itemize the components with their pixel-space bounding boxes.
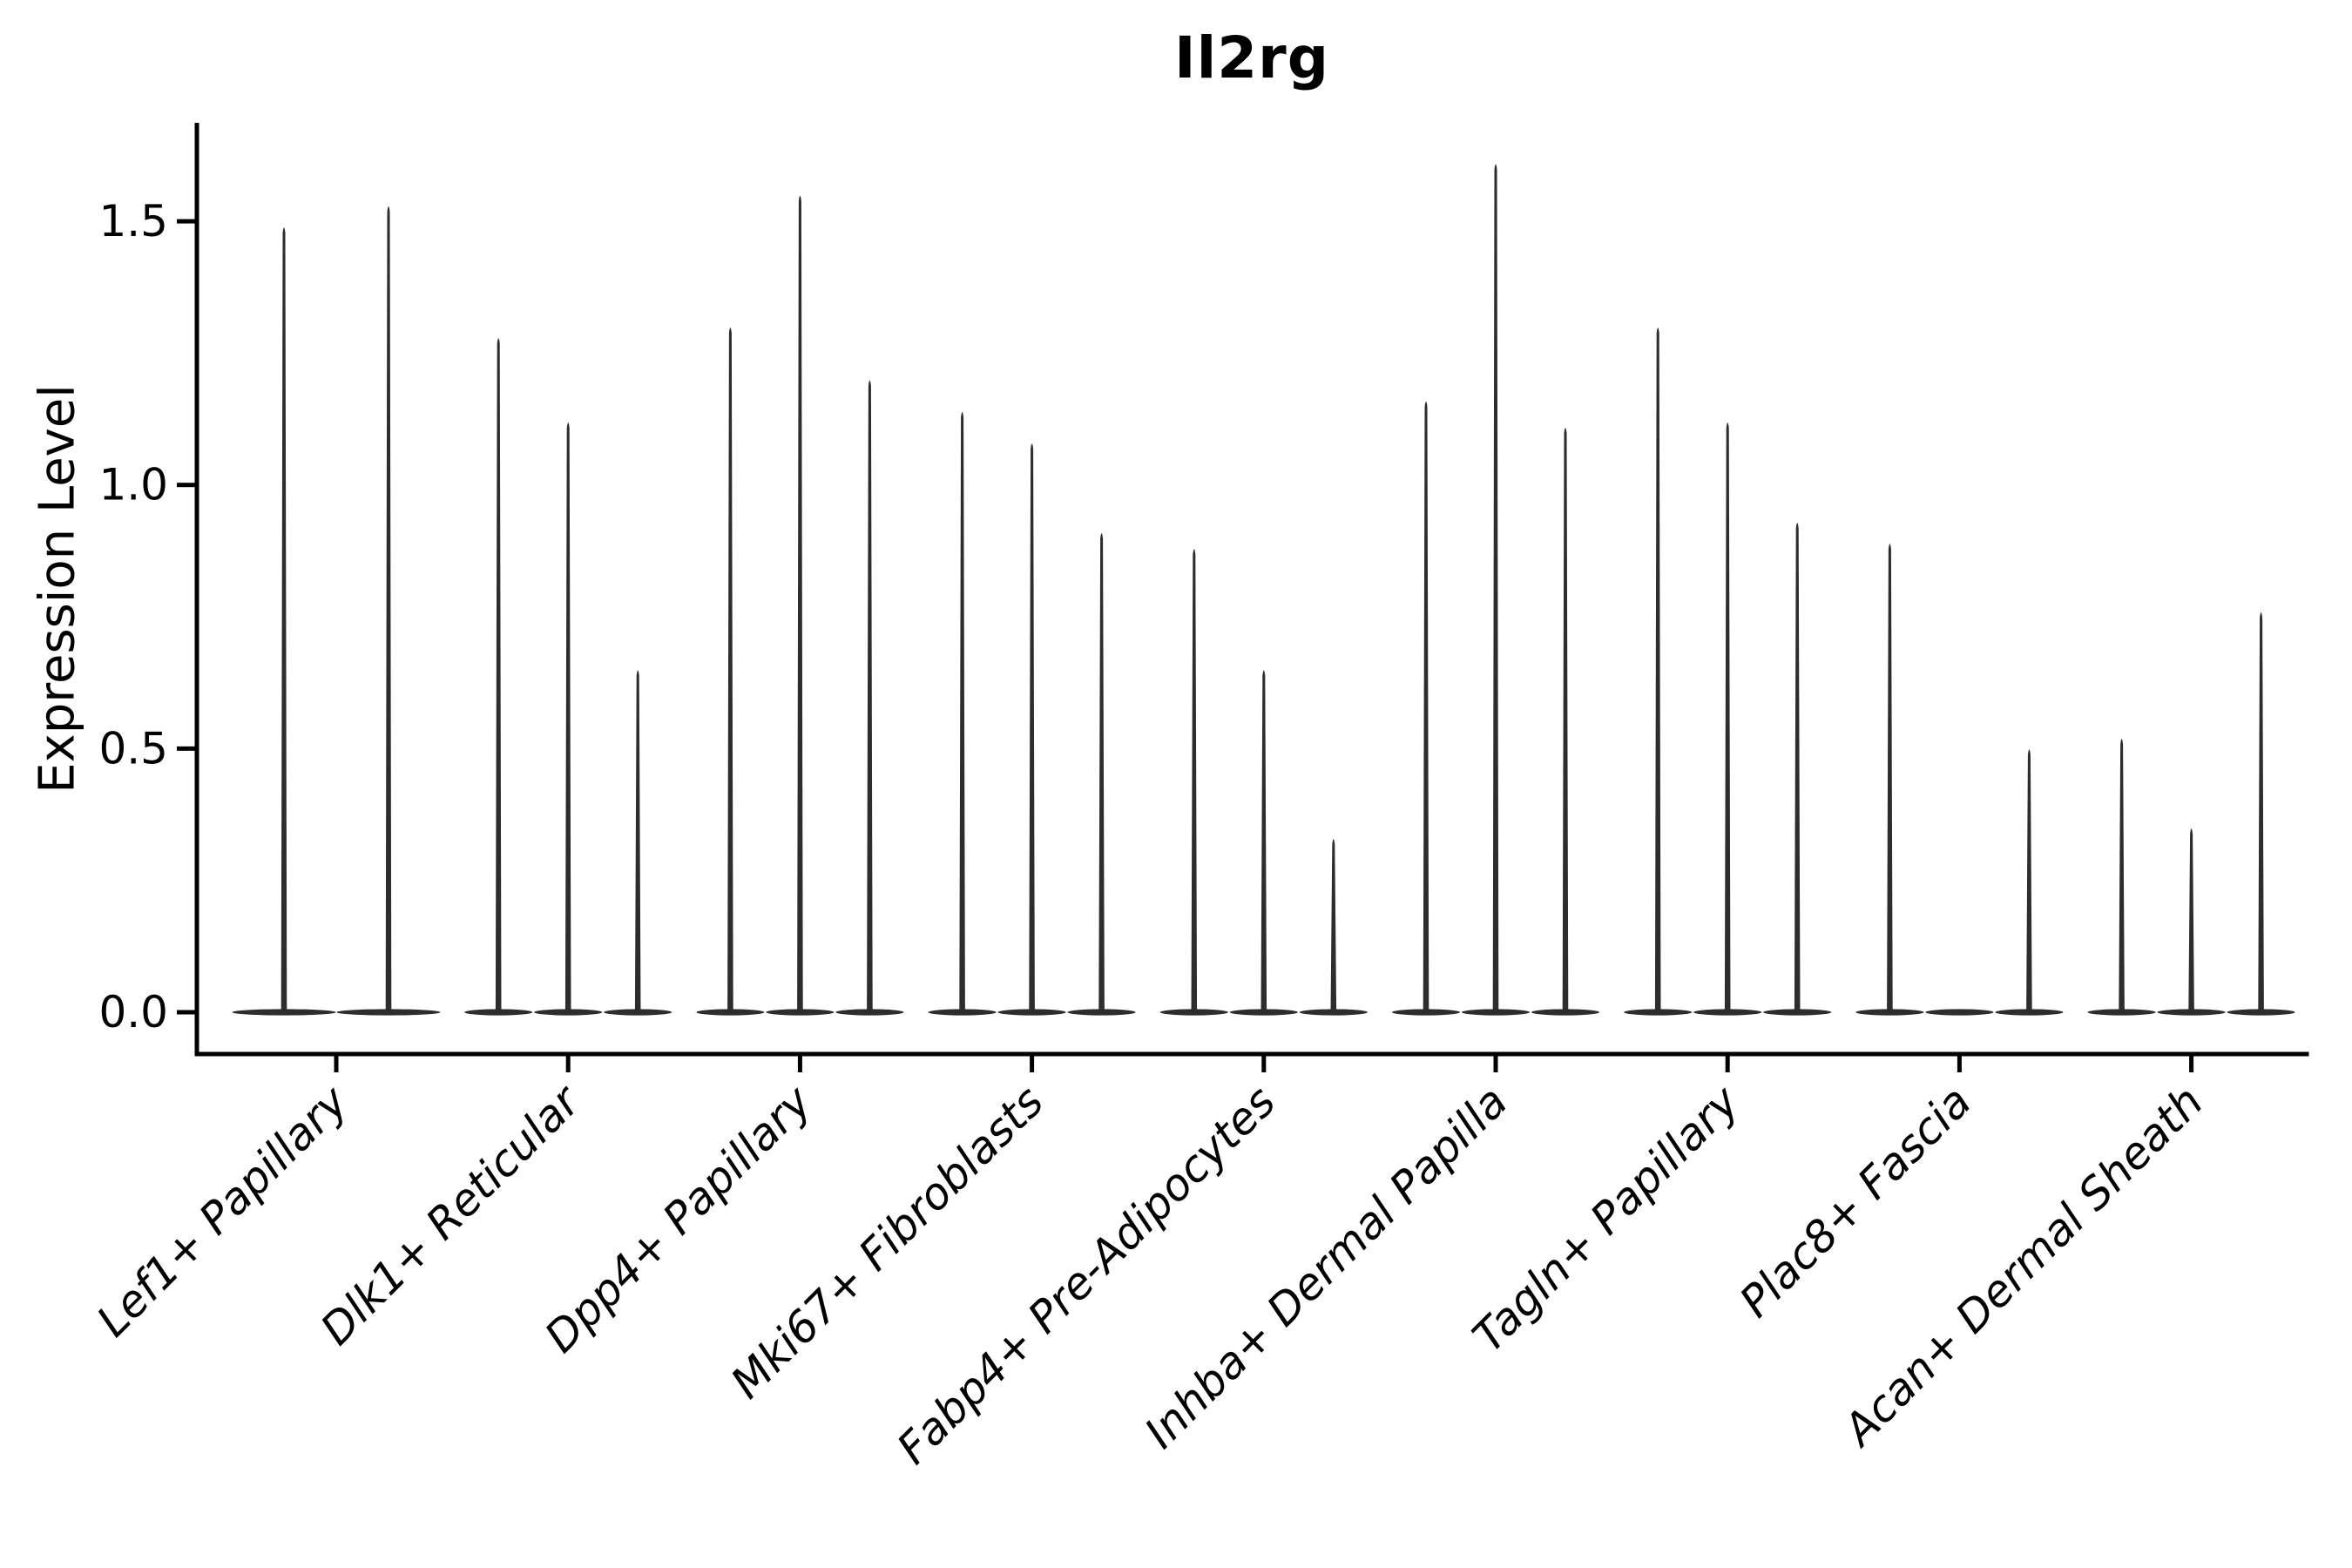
y-tick-label: 1.0 bbox=[98, 460, 168, 510]
x-tick bbox=[1725, 1056, 1730, 1072]
violin-spike bbox=[1423, 401, 1429, 1013]
x-tick bbox=[1493, 1056, 1498, 1072]
violin-spike bbox=[634, 670, 641, 1013]
x-tick bbox=[1030, 1056, 1035, 1072]
violin-spike bbox=[1330, 839, 1337, 1013]
violin-spike bbox=[1492, 164, 1499, 1014]
y-tick-label: 1.5 bbox=[98, 196, 168, 247]
violin-spike bbox=[1887, 544, 1893, 1013]
x-tick bbox=[797, 1056, 802, 1072]
y-tick-label: 0.0 bbox=[98, 987, 168, 1037]
violin-base bbox=[1925, 1009, 1994, 1016]
violin-spike bbox=[1654, 328, 1661, 1013]
y-axis-spine bbox=[194, 123, 199, 1057]
plot-title: Il2rg bbox=[1174, 24, 1329, 91]
violin-spike bbox=[727, 328, 733, 1013]
violin-spike bbox=[797, 195, 803, 1013]
violin-spike bbox=[564, 422, 571, 1014]
violin-spike bbox=[495, 338, 502, 1013]
violin-spike bbox=[867, 380, 873, 1013]
x-axis-spine bbox=[194, 1051, 2309, 1057]
violin-spike bbox=[385, 206, 392, 1014]
y-tick bbox=[177, 483, 197, 488]
violin-spike bbox=[1794, 523, 1801, 1013]
violin-spike bbox=[2026, 749, 2032, 1013]
x-tick bbox=[1957, 1056, 1962, 1072]
violin-spike bbox=[1029, 443, 1035, 1013]
x-tick bbox=[2189, 1056, 2194, 1072]
violin-spike bbox=[1260, 670, 1267, 1013]
x-tick bbox=[565, 1056, 571, 1072]
violin-spike bbox=[959, 411, 965, 1013]
x-tick bbox=[334, 1056, 339, 1072]
violin-spike bbox=[1098, 533, 1105, 1013]
x-tick-label: Lef1+ Papillary bbox=[87, 1075, 358, 1346]
x-tick-label: Fabp4+ Pre-Adipocytes bbox=[888, 1076, 1286, 1474]
violin-spike bbox=[2119, 739, 2125, 1013]
violin-spike bbox=[2188, 828, 2194, 1013]
x-tick bbox=[1261, 1056, 1267, 1072]
violin-spike bbox=[1724, 422, 1731, 1014]
y-tick bbox=[177, 1010, 197, 1015]
y-tick-label: 0.5 bbox=[98, 723, 168, 774]
violin-spike bbox=[2258, 612, 2264, 1013]
violin-spike bbox=[1191, 549, 1198, 1013]
violin-spike bbox=[1562, 428, 1569, 1013]
x-tick-label: Plac8+ Fascia bbox=[1730, 1076, 1981, 1327]
violin-spike bbox=[280, 227, 287, 1013]
y-tick bbox=[177, 746, 197, 751]
y-tick bbox=[177, 219, 197, 224]
